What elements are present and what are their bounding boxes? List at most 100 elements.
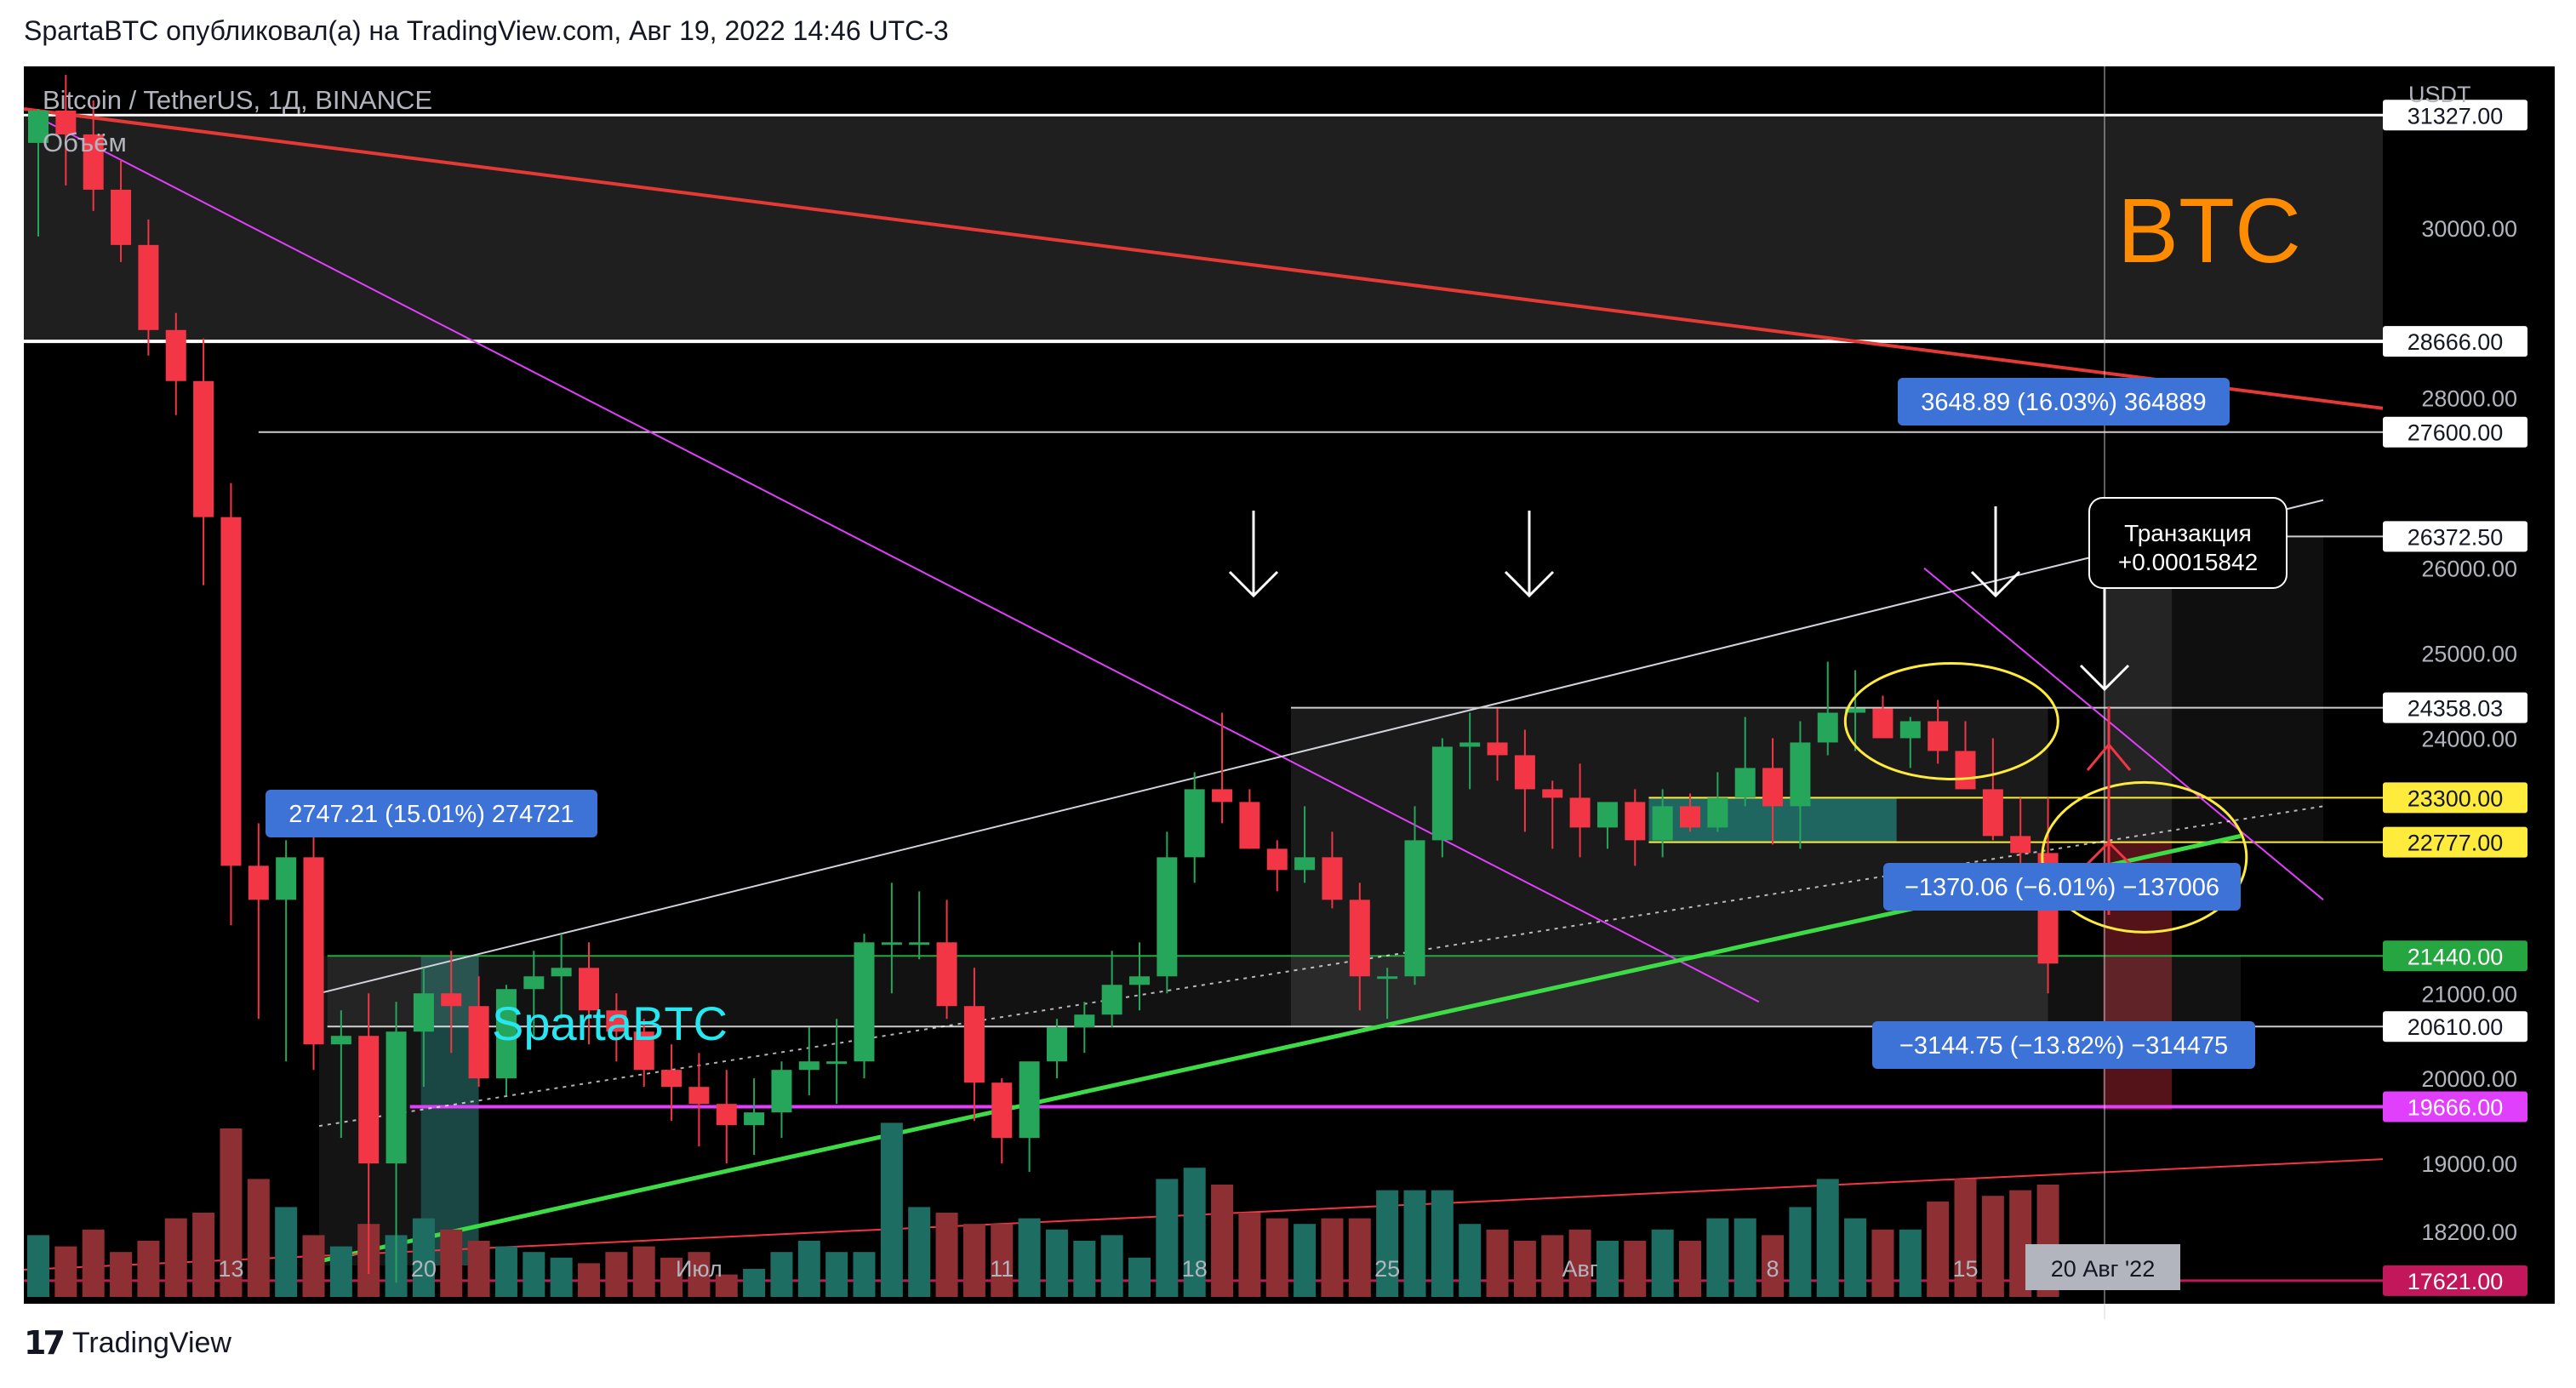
magenta-trend-line bbox=[37, 117, 1760, 1003]
volume-bar bbox=[743, 1269, 766, 1297]
current-date-label: 20 Авг '22 bbox=[2051, 1256, 2155, 1282]
candle-body bbox=[1928, 721, 1949, 751]
volume-bar bbox=[1679, 1241, 1701, 1297]
time-axis: 13 20 Июл 11 18 25 Авг 8 15 20 Авг '22 bbox=[218, 1244, 2180, 1290]
candle-body bbox=[606, 1010, 627, 1032]
volume-bar bbox=[1294, 1224, 1317, 1297]
transaction-box bbox=[2088, 497, 2288, 589]
candle-body bbox=[1019, 1061, 1040, 1139]
volume-bar bbox=[605, 1252, 628, 1297]
candle-body bbox=[386, 1031, 407, 1164]
price-level-tag bbox=[2383, 1265, 2527, 1296]
volume-bar bbox=[1624, 1241, 1647, 1297]
volume-bar bbox=[1100, 1235, 1123, 1297]
volume-bar bbox=[1734, 1218, 1756, 1297]
volume-bar bbox=[1651, 1229, 1674, 1297]
volume-bar bbox=[1541, 1235, 1564, 1297]
chart-background bbox=[24, 66, 2555, 1304]
volume-bar bbox=[440, 1229, 463, 1297]
candle-body bbox=[1377, 976, 1398, 980]
volume-bar bbox=[880, 1122, 903, 1297]
tradingview-logo-icon: 17 bbox=[24, 1324, 66, 1362]
price-tick-label: 19000.00 bbox=[2421, 1151, 2517, 1177]
candle-body bbox=[303, 857, 324, 1045]
volume-bar bbox=[1211, 1185, 1234, 1297]
up-arrow-red-1 bbox=[2086, 742, 2132, 771]
volume-bar bbox=[302, 1235, 325, 1297]
measure-down-1-text: −1370.06 (−6.01%) −137006 bbox=[1905, 874, 2219, 901]
price-level-text: 27600.00 bbox=[2408, 420, 2504, 446]
price-level-text: 23300.00 bbox=[2408, 785, 2504, 811]
highlight-ellipse-upper bbox=[1843, 661, 2059, 780]
tradingview-brand: TradingView bbox=[71, 1326, 231, 1359]
time-tick-label: 8 bbox=[1767, 1256, 1779, 1282]
price-level-tag bbox=[2383, 100, 2527, 131]
volume-bar bbox=[578, 1263, 600, 1297]
candle-body bbox=[165, 329, 186, 381]
volume-bar bbox=[1596, 1241, 1619, 1297]
volume-bar bbox=[688, 1252, 711, 1297]
transaction-title: Транзакция bbox=[2124, 520, 2252, 546]
time-tick-label: Авг bbox=[1562, 1256, 1597, 1282]
price-level-tag bbox=[2383, 1011, 2527, 1042]
candle-body bbox=[330, 1036, 351, 1045]
candle-body bbox=[771, 1070, 792, 1113]
volume-bar bbox=[164, 1218, 187, 1297]
price-level-tag bbox=[2383, 1091, 2527, 1122]
volume-bar bbox=[1706, 1218, 1729, 1297]
candle-body bbox=[1101, 985, 1122, 1015]
volume-bar bbox=[991, 1224, 1014, 1297]
candle-body bbox=[1487, 742, 1508, 756]
volume-bar bbox=[632, 1246, 655, 1297]
measure-down-2-text: −3144.75 (−13.82%) −314475 bbox=[1899, 1032, 2228, 1060]
volume-bar bbox=[467, 1241, 490, 1297]
candle-body bbox=[276, 857, 297, 900]
volume-bar bbox=[1816, 1179, 1839, 1297]
candle-body bbox=[744, 1112, 765, 1126]
candle-body bbox=[1955, 751, 1976, 790]
price-tick-label: 24000.00 bbox=[2421, 726, 2517, 751]
tradingview-logo[interactable]: 17 TradingView bbox=[24, 1324, 231, 1362]
measure-up-2-text: 2747.21 (15.01%) 274721 bbox=[288, 801, 574, 828]
candle-body bbox=[1184, 789, 1205, 858]
candle-body bbox=[1734, 768, 1756, 798]
price-level-tag bbox=[2383, 826, 2527, 858]
measure-down-2-bg bbox=[1872, 1021, 2255, 1069]
volume-bar bbox=[1403, 1190, 1426, 1297]
volume-bar bbox=[1762, 1235, 1785, 1297]
candle-body bbox=[111, 189, 132, 245]
time-tick-label: 20 bbox=[411, 1256, 437, 1282]
volume-bar bbox=[54, 1246, 77, 1297]
down-arrow-2-head bbox=[1504, 570, 1555, 598]
time-tick-label: 13 bbox=[218, 1256, 243, 1282]
volume-bar bbox=[82, 1229, 105, 1297]
candle-body bbox=[1239, 802, 1260, 849]
volume-bar bbox=[1018, 1218, 1041, 1297]
candle-body bbox=[55, 110, 77, 134]
support-zone bbox=[327, 956, 2241, 1027]
drawing-layer bbox=[23, 107, 2384, 1282]
candle-body bbox=[1294, 857, 1316, 871]
candle-body bbox=[798, 1061, 820, 1071]
candle-body bbox=[1212, 789, 1233, 803]
candle-body bbox=[1514, 755, 1535, 790]
volume-bar bbox=[1981, 1196, 2004, 1297]
volume-layer bbox=[27, 1122, 2059, 1297]
time-tick-label: 25 bbox=[1374, 1256, 1400, 1282]
range-zone-top bbox=[24, 115, 2383, 342]
price-tick-label: 30000.00 bbox=[2421, 216, 2517, 242]
candle-body bbox=[1129, 976, 1150, 985]
candle-body bbox=[138, 244, 159, 330]
channel-mid-line bbox=[318, 805, 2324, 1128]
price-tick-label: 26000.00 bbox=[2421, 557, 2517, 582]
volume-bar bbox=[1459, 1224, 1482, 1297]
down-arrow-1-head bbox=[1228, 570, 1279, 598]
volume-bar bbox=[220, 1128, 243, 1297]
candle-body bbox=[1872, 708, 1893, 739]
measure-up-2-bg bbox=[266, 790, 597, 837]
candle-body bbox=[1982, 789, 2003, 837]
measure-up-1-bg bbox=[1898, 378, 2230, 426]
volume-bar bbox=[1156, 1179, 1179, 1297]
price-level-text: 17621.00 bbox=[2408, 1269, 2504, 1294]
